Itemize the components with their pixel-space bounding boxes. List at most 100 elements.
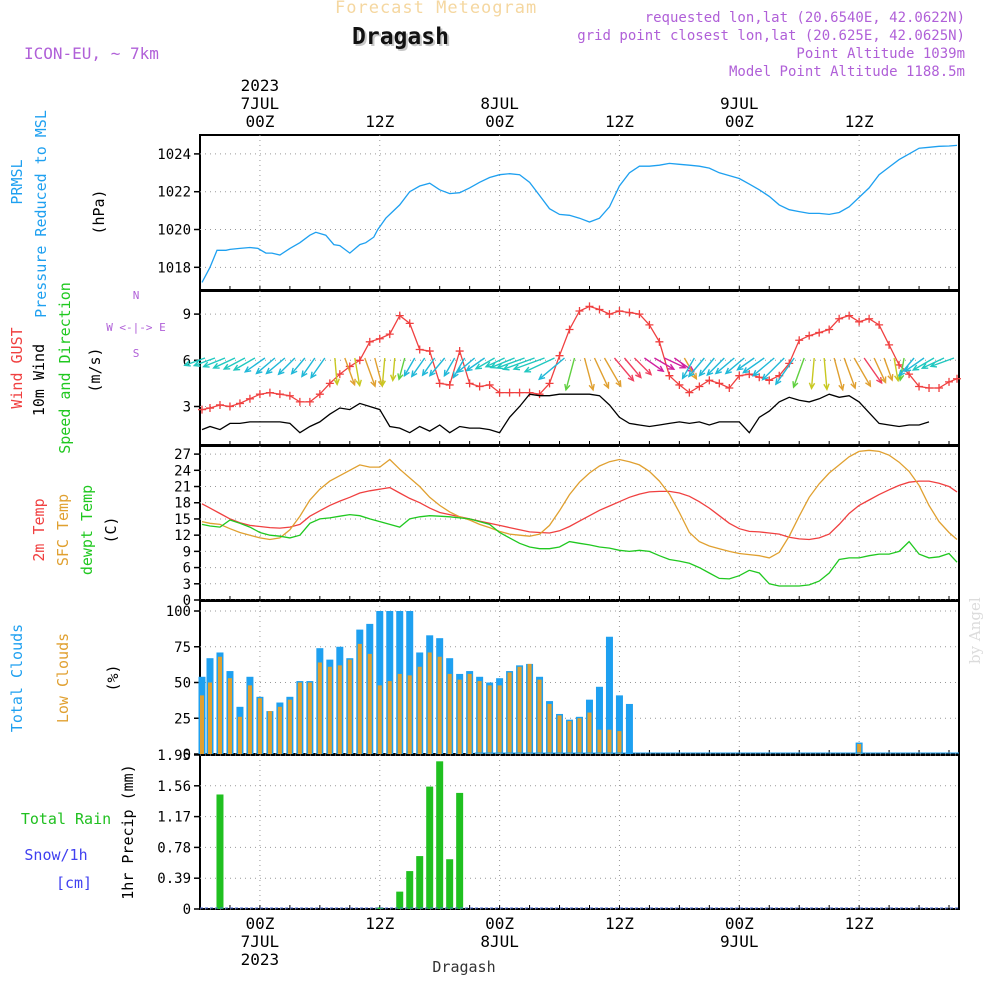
wind-arrow: [715, 357, 735, 374]
wind-arrow-head: [243, 366, 252, 373]
bottom-time-label: 2023: [241, 950, 280, 969]
gust-marker: [375, 334, 384, 343]
gust-marker: [405, 319, 414, 328]
wind-arrow: [921, 357, 945, 369]
low-cloud-bar: [397, 673, 402, 754]
wind-arrow-head: [761, 373, 769, 381]
wind-arrow: [497, 357, 525, 369]
wind-arrow: [683, 357, 697, 380]
top-time-label: 00Z: [245, 112, 274, 131]
pressure-ytick-label: 1020: [157, 223, 191, 239]
wind-arrow: [593, 357, 610, 389]
temperature-ytick-label: 0: [183, 593, 191, 609]
gust-marker: [895, 360, 904, 369]
wind-arrow-head: [615, 380, 622, 388]
low-cloud-bar: [327, 666, 332, 754]
wind-arrow: [256, 357, 276, 374]
pressure-label-prmsl: PRMSL: [8, 159, 26, 204]
rain-bar: [426, 786, 434, 909]
wind-arrow-head: [389, 374, 397, 383]
gust-marker: [515, 388, 524, 397]
wind-arrow-head: [627, 374, 635, 382]
gust-marker: [305, 397, 314, 406]
wind-arrow: [475, 357, 495, 370]
gust-marker: [825, 325, 834, 334]
pressure-ytick-label: 1024: [157, 147, 191, 163]
low-cloud-bar: [217, 656, 222, 754]
wind-arrow: [310, 357, 326, 379]
top-time-label: 00Z: [485, 112, 514, 131]
gust-marker: [953, 374, 962, 383]
wind-arrow-head: [823, 383, 830, 391]
top-time-label: 12Z: [605, 112, 634, 131]
wind-arrow: [863, 357, 883, 384]
precip-ytick-label: 1.56: [157, 779, 191, 795]
clouds-ytick-label: 100: [166, 604, 191, 620]
wind-arrow-head: [774, 378, 782, 386]
low-cloud-bar: [507, 672, 512, 754]
wind-arrow: [873, 357, 887, 383]
wind-arrow-head: [724, 367, 732, 375]
rain-bar: [216, 794, 224, 909]
wind-arrow-head: [736, 364, 744, 371]
wind-arrow: [457, 357, 476, 373]
gust-marker: [855, 317, 864, 326]
wind-arrow-head: [379, 380, 386, 388]
location-title: Dragash: [352, 24, 449, 50]
gust-marker: [235, 399, 244, 408]
low-cloud-bar: [199, 695, 204, 754]
wind-arrow-head: [192, 360, 201, 367]
wind-arrow-head: [706, 369, 714, 377]
precip-ytick-label: 0.78: [157, 840, 191, 856]
gust-marker: [385, 330, 394, 339]
wind-arrow-head: [397, 373, 404, 381]
gust-marker: [595, 305, 604, 314]
gust-marker: [415, 345, 424, 354]
cloud-label-total: Total Clouds: [8, 624, 26, 732]
low-cloud-bar: [257, 698, 262, 754]
wind-unit: (m/s): [86, 347, 104, 392]
bottom-time-label: 00Z: [725, 914, 754, 933]
wind-arrow: [538, 357, 565, 380]
gust-marker: [435, 379, 444, 388]
clouds-panel: 0 25 50 75 100: [166, 600, 960, 763]
low-cloud-bar: [377, 685, 382, 754]
wind-arrow: [364, 357, 376, 387]
wind-arrow: [291, 357, 306, 375]
wind-arrow-head: [465, 365, 473, 372]
low-cloud-bar: [517, 666, 522, 754]
wind-arrow-head: [349, 378, 356, 387]
wind-arrow-head: [301, 370, 308, 378]
wind-arrow: [344, 357, 356, 386]
gust-marker: [685, 388, 694, 397]
gust-marker: [495, 388, 504, 397]
top-time-label: 9JUL: [720, 94, 759, 113]
gust-marker: [525, 388, 534, 397]
gust-marker: [945, 377, 954, 386]
precip-ytick-label: 1.17: [157, 810, 191, 826]
precip-label-cm: [cm]: [56, 874, 92, 892]
pressure-ytick-label: 1022: [157, 185, 191, 201]
wind-arrow: [223, 357, 246, 370]
wind-arrow-head: [495, 363, 504, 370]
gust-marker: [625, 308, 634, 317]
clouds-ytick-label: 25: [174, 711, 191, 727]
bottom-time-label: 12Z: [845, 914, 874, 933]
gust-marker: [265, 388, 274, 397]
wind-arrow: [524, 357, 555, 373]
wind-arrow-head: [333, 378, 340, 387]
gust-marker: [845, 311, 854, 320]
gust-marker: [885, 340, 894, 349]
low-cloud-bar: [617, 731, 622, 754]
low-cloud-bar: [357, 643, 362, 754]
wind-arrow-head: [443, 369, 450, 378]
wind-arrow-head: [421, 369, 429, 377]
low-cloud-bar: [407, 675, 412, 754]
wind-arrow-head: [588, 383, 595, 392]
wind-arrow-head: [920, 363, 929, 369]
bottom-time-label: 8JUL: [480, 932, 519, 951]
clouds-ytick-label: 0: [183, 747, 191, 763]
low-cloud-bar: [287, 699, 292, 754]
precip-ytick-label: 0.39: [157, 871, 191, 887]
wind-arrow: [422, 357, 436, 376]
